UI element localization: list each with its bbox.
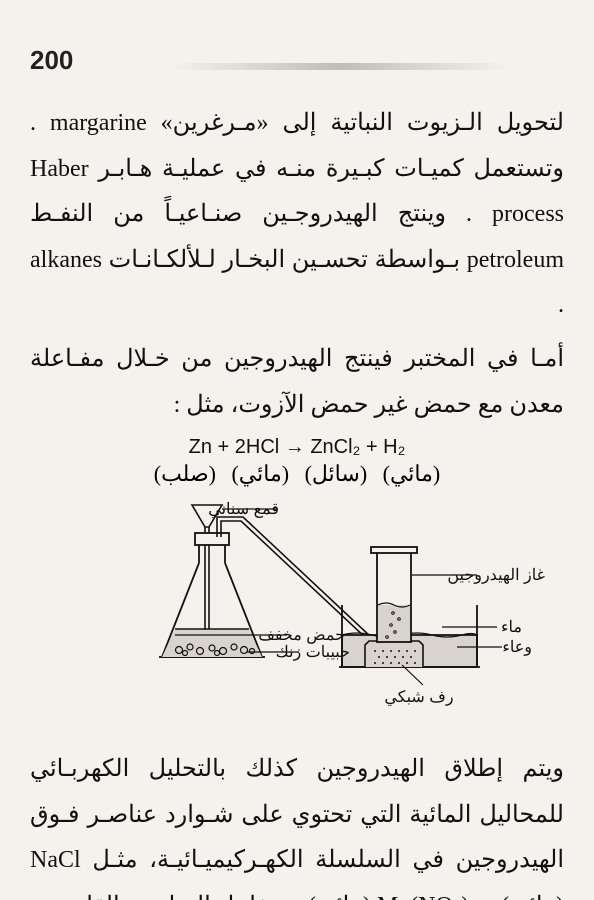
equation-states: (مائي) (سائل) (مائي) (صلب) — [30, 461, 564, 487]
paragraph-1: لتحويل الـزيوت النباتية إلى «مـرغرين» ma… — [30, 101, 564, 329]
label-zinc: حبيبات زنك — [276, 644, 350, 661]
label-trough: وعاء — [502, 639, 532, 656]
page-rule — [170, 63, 510, 70]
label-shelf: رف شبكي — [384, 689, 453, 706]
label-acid: حمض مخفف — [258, 627, 345, 644]
label-water: ماء — [501, 619, 522, 636]
page-number: 200 — [30, 45, 564, 76]
paragraph-2: أمـا في المختبر فينتج الهيدروجين من خـلا… — [30, 337, 564, 428]
equation: Zn + 2HCl → ZnCl₂ + H₂ — [30, 436, 564, 459]
paragraph-3: ويتم إطلاق الهيدروجين كذلك بالتحليل الكه… — [30, 747, 564, 900]
apparatus-diagram: قمع سناني غاز الهيدروجين ماء وعاء حمض مخ… — [30, 497, 564, 732]
label-funnel: قمع سناني — [208, 501, 279, 518]
label-gas: غاز الهيدروجين — [447, 567, 545, 584]
